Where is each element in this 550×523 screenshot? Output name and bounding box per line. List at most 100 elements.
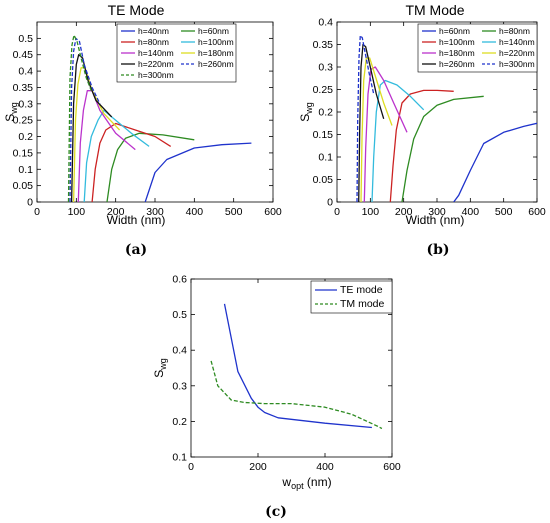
y-axis-label-c: Swg bbox=[152, 358, 168, 378]
legend-box bbox=[310, 280, 393, 314]
y-tick-label: 0.05 bbox=[313, 174, 334, 186]
legend-label: h=260nm bbox=[198, 59, 234, 69]
x-axis-label-b: Width (nm) bbox=[406, 213, 465, 227]
y-tick-label: 0.2 bbox=[18, 131, 33, 143]
y-tick-label: 0 bbox=[327, 197, 333, 209]
series-group bbox=[67, 34, 252, 202]
panel-b: TM Mode Width (nm) Swg (b) 0 100 200 300 400… bbox=[298, 2, 546, 258]
series-line-h-40nm bbox=[144, 142, 252, 202]
legend-label: h=300nm bbox=[138, 70, 174, 80]
y-tick-label: 0.45 bbox=[13, 49, 34, 61]
series-line-h-300nm bbox=[356, 34, 375, 202]
panel-label-c: (c) bbox=[265, 504, 287, 520]
legend-label: h=140nm bbox=[499, 37, 535, 47]
y-tick-label: 0.5 bbox=[172, 309, 187, 321]
x-tick-label: 100 bbox=[362, 206, 380, 218]
legend-label: h=260nm bbox=[439, 59, 475, 69]
y-tick-label: 0.15 bbox=[313, 129, 334, 141]
legend-label: h=100nm bbox=[198, 37, 234, 47]
x-tick-label: 600 bbox=[264, 206, 282, 218]
chart-title-b: TM Mode bbox=[405, 2, 464, 18]
legend-label: h=100nm bbox=[439, 37, 475, 47]
series-line-h-140nm bbox=[371, 79, 425, 202]
legend-label: h=60nm bbox=[439, 26, 470, 36]
y-tick-label: 0.3 bbox=[18, 98, 33, 110]
series-line-h-60nm bbox=[106, 132, 195, 202]
y-tick-label: 0.3 bbox=[172, 380, 187, 392]
x-tick-label: 400 bbox=[186, 206, 204, 218]
x-tick-label: 600 bbox=[383, 461, 401, 473]
legend-label: h=140nm bbox=[138, 48, 174, 58]
y-tick-label: 0.2 bbox=[318, 107, 333, 119]
y-tick-label: 0.1 bbox=[172, 452, 187, 464]
x-axis-label-c: wopt (nm) bbox=[281, 475, 331, 491]
x-tick-label: 100 bbox=[68, 206, 86, 218]
legend-label: TM mode bbox=[340, 298, 385, 310]
y-tick-label: 0.5 bbox=[18, 33, 33, 45]
x-tick-label: 300 bbox=[146, 206, 164, 218]
series-group bbox=[210, 303, 383, 430]
y-axis-label-a: Swg bbox=[3, 102, 19, 122]
legend-box bbox=[116, 23, 237, 83]
series-line-h-300nm bbox=[67, 34, 92, 202]
x-tick-label: 600 bbox=[528, 206, 546, 218]
legend-label: h=220nm bbox=[499, 48, 535, 58]
panel-c: wopt (nm) Swg (c) 0 200 400 600 0.1 0.2 0.3 0.4… bbox=[152, 274, 401, 521]
y-axis-label-b: Swg bbox=[298, 102, 314, 122]
x-tick-label: 0 bbox=[188, 461, 194, 473]
x-tick-label: 500 bbox=[225, 206, 243, 218]
y-tick-label: 0.25 bbox=[13, 115, 34, 127]
y-tick-label: 0.4 bbox=[318, 17, 333, 29]
x-tick-label: 0 bbox=[334, 206, 340, 218]
series-group bbox=[356, 34, 537, 202]
series-line-tm-mode bbox=[210, 360, 383, 430]
legend-label: TE mode bbox=[340, 284, 383, 296]
legend-label: h=220nm bbox=[138, 59, 174, 69]
series-line-h-140nm bbox=[77, 90, 136, 202]
chart-title-a: TE Mode bbox=[108, 2, 165, 18]
legend-box bbox=[417, 23, 538, 73]
y-tick-label: 0.4 bbox=[18, 66, 33, 78]
panel-label-a: (a) bbox=[125, 242, 147, 258]
y-tick-label: 0.3 bbox=[318, 62, 333, 74]
series-line-h-260nm bbox=[69, 37, 101, 202]
x-tick-label: 200 bbox=[107, 206, 125, 218]
series-line-h-100nm bbox=[389, 89, 454, 202]
y-tick-label: 0 bbox=[27, 197, 33, 209]
panel-a: TE Mode Width (nm) Swg (a) 0 100 200 300 400… bbox=[3, 2, 282, 258]
legend-label: h=180nm bbox=[198, 48, 234, 58]
x-tick-label: 200 bbox=[249, 461, 267, 473]
series-line-h-100nm bbox=[83, 109, 150, 202]
y-tick-label: 0.05 bbox=[13, 180, 34, 192]
legend-label: h=300nm bbox=[499, 59, 535, 69]
y-tick-label: 0.4 bbox=[172, 345, 187, 357]
legend-label: h=80nm bbox=[499, 26, 530, 36]
y-tick-label: 0.35 bbox=[13, 82, 34, 94]
legend-label: h=180nm bbox=[439, 48, 475, 58]
y-tick-label: 0.35 bbox=[313, 39, 334, 51]
y-tick-label: 0.25 bbox=[313, 84, 334, 96]
x-tick-label: 400 bbox=[316, 461, 334, 473]
x-tick-label: 500 bbox=[495, 206, 513, 218]
y-tick-label: 0.15 bbox=[13, 147, 34, 159]
panel-label-b: (b) bbox=[426, 242, 449, 258]
legend-label: h=60nm bbox=[198, 26, 229, 36]
series-line-h-80nm bbox=[401, 95, 484, 202]
x-tick-label: 400 bbox=[462, 206, 480, 218]
legend-label: h=80nm bbox=[138, 37, 169, 47]
legend: h=60nm h=80nm h=100nm h=140nm h=180nm h=220nm… bbox=[417, 23, 538, 73]
legend: TE mode TM mode bbox=[310, 280, 393, 314]
y-tick-label: 0.1 bbox=[318, 152, 333, 164]
legend-label: h=40nm bbox=[138, 26, 169, 36]
y-tick-label: 0.2 bbox=[172, 416, 187, 428]
x-tick-label: 0 bbox=[34, 206, 40, 218]
x-tick-label: 300 bbox=[428, 206, 446, 218]
y-tick-label: 0.1 bbox=[18, 164, 33, 176]
series-line-h-60nm bbox=[453, 122, 537, 202]
y-tick-label: 0.6 bbox=[172, 274, 187, 286]
x-axis-label-a: Width (nm) bbox=[107, 213, 166, 227]
series-line-te-mode bbox=[223, 303, 372, 429]
x-tick-label: 200 bbox=[395, 206, 413, 218]
